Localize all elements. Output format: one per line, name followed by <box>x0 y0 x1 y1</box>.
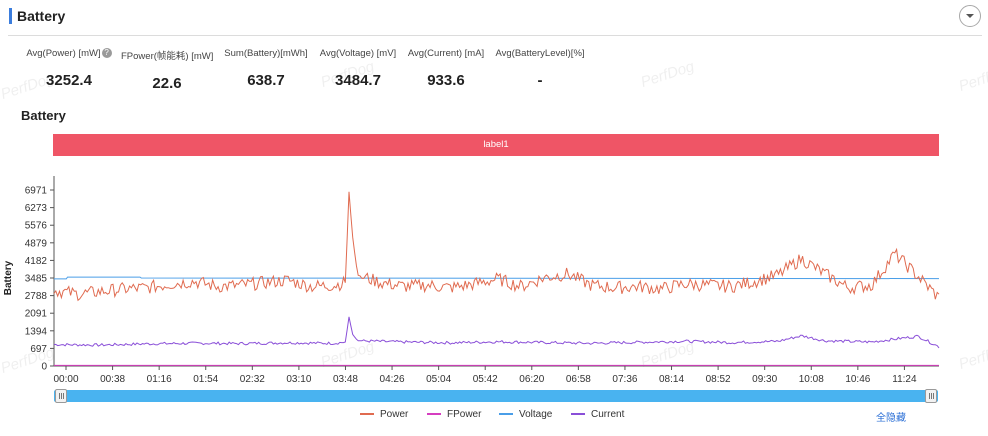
slider-handle-right[interactable] <box>925 389 937 403</box>
y-tick-label: 5576 <box>25 221 48 232</box>
stat-label: Avg(Power) [mW] <box>26 48 101 59</box>
x-tick-label: 05:04 <box>426 374 451 385</box>
header-divider <box>8 35 982 36</box>
stat-value: 638.7 <box>247 72 285 89</box>
stat-label: FPower(帧能耗) [mW] <box>121 51 214 62</box>
caret-down-icon <box>966 14 974 18</box>
header-accent-bar <box>9 8 12 24</box>
x-tick-label: 07:36 <box>612 374 637 385</box>
x-tick-label: 02:32 <box>240 374 265 385</box>
stat-sum-battery: Sum(Battery)[mWh] 638.7 <box>221 48 311 89</box>
chart-title: Battery <box>21 108 66 123</box>
legend-swatch <box>360 413 374 416</box>
stat-value: 22.6 <box>152 75 182 92</box>
legend-item-voltage[interactable]: Voltage <box>499 409 552 420</box>
legend-label: Voltage <box>519 409 553 420</box>
stat-value: 3484.7 <box>335 72 381 89</box>
x-tick-label: 06:58 <box>566 374 591 385</box>
x-tick-label: 00:00 <box>53 374 78 385</box>
slider-handle-left[interactable] <box>55 389 67 403</box>
x-tick-label: 00:38 <box>100 374 125 385</box>
x-tick-label: 06:20 <box>519 374 544 385</box>
x-tick-label: 08:52 <box>706 374 731 385</box>
stat-label: Avg(Voltage) [mV] <box>319 48 397 59</box>
stat-value: 3252.4 <box>46 72 92 89</box>
stat-avg-current: Avg(Current) [mA] 933.6 <box>401 48 491 89</box>
y-tick-label: 3485 <box>25 274 48 285</box>
stat-avg-power: Avg(Power) [mW]? 3252.4 <box>24 48 114 89</box>
legend-swatch <box>427 413 441 416</box>
y-tick-label: 1394 <box>25 326 48 337</box>
legend-item-current[interactable]: Current <box>571 409 624 420</box>
y-tick-label: 4182 <box>25 256 48 267</box>
y-tick-label: 2788 <box>25 291 48 302</box>
hide-all-button[interactable]: 全隐藏 <box>876 413 906 424</box>
section-title: Battery <box>17 8 66 24</box>
stat-label: Avg(Current) [mA] <box>407 48 485 59</box>
stat-avg-voltage: Avg(Voltage) [mV] 3484.7 <box>313 48 403 89</box>
x-tick-label: 08:14 <box>659 374 684 385</box>
legend-swatch <box>499 413 513 416</box>
y-tick-label: 2091 <box>25 309 48 320</box>
collapse-button[interactable] <box>959 5 981 27</box>
x-tick-label: 11:24 <box>892 374 917 385</box>
help-icon[interactable]: ? <box>101 48 112 59</box>
legend-label: Current <box>591 409 625 420</box>
stat-label: Avg(BatteryLevel)[%] <box>495 48 585 59</box>
x-tick-label: 04:26 <box>380 374 405 385</box>
y-tick-label: 6971 <box>25 186 48 197</box>
legend-item-fpower[interactable]: FPower <box>427 409 481 420</box>
time-range-slider[interactable] <box>54 390 938 402</box>
y-tick-label: 0 <box>41 362 47 373</box>
y-tick-label: 6273 <box>25 203 48 214</box>
x-tick-label: 03:48 <box>333 374 358 385</box>
section-header: Battery <box>0 0 988 36</box>
label-band[interactable]: label1 <box>53 134 939 156</box>
x-tick-label: 10:46 <box>845 374 870 385</box>
battery-line-chart[interactable]: 0 697 1394 2091 2788 3485 4182 4879 5576 6273 6971… <box>0 168 988 388</box>
y-axis-title: Battery <box>3 260 14 295</box>
legend-swatch <box>571 413 585 416</box>
series-line-power <box>53 191 940 302</box>
x-tick-label: 01:16 <box>147 374 172 385</box>
series-line-current <box>53 316 940 349</box>
y-tick-label: 697 <box>30 344 47 355</box>
stat-fpower: FPower(帧能耗) [mW] 22.6 <box>121 48 213 92</box>
stat-value: 933.6 <box>427 72 465 89</box>
stat-label: Sum(Battery)[mWh] <box>224 48 308 59</box>
watermark: PerfDog <box>638 57 697 92</box>
stat-value: - <box>537 72 543 89</box>
legend-label: Power <box>380 409 409 420</box>
legend-item-power[interactable]: Power <box>360 409 408 420</box>
stat-avg-battery-level: Avg(BatteryLevel)[%] - <box>492 48 588 89</box>
x-tick-label: 05:42 <box>473 374 498 385</box>
x-tick-label: 03:10 <box>286 374 311 385</box>
y-tick-label: 4879 <box>25 238 48 249</box>
x-tick-label: 10:08 <box>799 374 824 385</box>
x-tick-label: 01:54 <box>193 374 218 385</box>
watermark: PerfDog <box>956 61 988 96</box>
series-line-voltage <box>54 276 940 280</box>
legend-label: FPower <box>447 409 482 420</box>
x-tick-label: 09:30 <box>752 374 777 385</box>
